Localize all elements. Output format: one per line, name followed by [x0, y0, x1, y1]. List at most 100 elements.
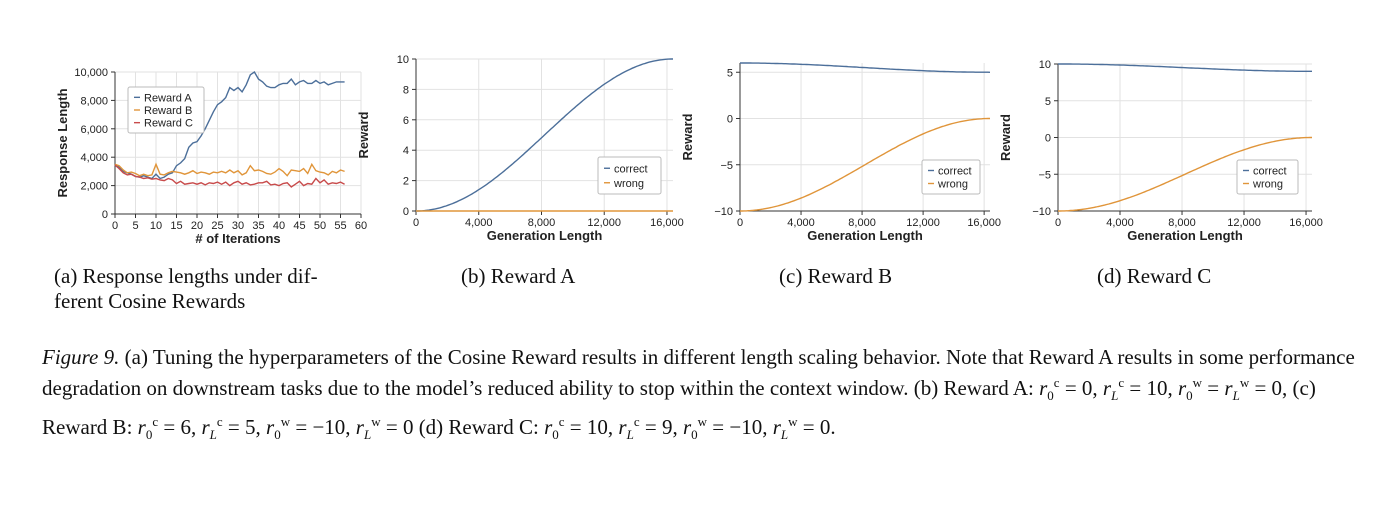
x-tick-label: 16,000 — [650, 217, 684, 229]
y-axis-title: Reward — [356, 111, 371, 158]
chart-panel-3: 0 4,000 8,000 12,000 16,000 −10 −5 0 5 Generation… — [680, 62, 1001, 243]
chart-panel-1: 0 5 10 15 20 25 30 35 40 45 50 55 60 0 2,000 4,000 6,000… — [55, 67, 367, 246]
series-line-correct — [740, 62, 991, 73]
x-tick-label: 10 — [150, 220, 162, 232]
y-tick-label: 8,000 — [80, 95, 108, 107]
y-tick-label: 5 — [727, 67, 733, 79]
series-line-wrong — [1058, 136, 1312, 212]
caption-b-rwL: 0 — [402, 415, 414, 440]
caption-a-rw: 0 — [1271, 376, 1283, 400]
y-tick-label: 2,000 — [80, 181, 108, 193]
chart-panel-2: 0 4,000 8,000 12,000 16,000 0 2 4 6 8 10 Generation… — [356, 54, 684, 243]
caption-b-rw0: −10 — [312, 415, 346, 440]
y-tick-label: −5 — [1038, 169, 1051, 181]
caption-lead: Figure 9. — [42, 345, 120, 369]
x-axis-title: Generation Length — [1127, 228, 1243, 243]
legend-box — [921, 159, 981, 195]
series-line-correct — [1058, 63, 1312, 72]
series-line-reward-a — [114, 70, 345, 180]
y-tick-label: 4 — [403, 145, 409, 157]
series-line-reward-c — [114, 164, 345, 188]
x-tick-label: 55 — [334, 220, 346, 232]
y-tick-label: 6,000 — [80, 124, 108, 136]
chart-panel-4: 0 4,000 8,000 12,000 16,000 −10 −5 0 5 10 Generati… — [998, 59, 1323, 243]
caption-c-rcL: 9 — [661, 415, 673, 440]
subcaption-c: (c) Reward B — [779, 264, 893, 288]
x-tick-label: 12,000 — [587, 217, 621, 229]
legend-label: correct — [1253, 166, 1287, 178]
x-tick-label: 5 — [132, 220, 138, 232]
x-tick-label: 45 — [293, 220, 305, 232]
x-axis-title: # of Iterations — [195, 231, 280, 246]
legend-box — [597, 156, 662, 195]
legend-label: wrong — [937, 179, 968, 191]
x-tick-label: 4,000 — [787, 217, 815, 229]
y-tick-label: −10 — [1032, 206, 1051, 218]
y-tick-label: 6 — [403, 115, 409, 127]
legend-label: correct — [938, 166, 972, 178]
caption-c-rc0: 10 — [586, 415, 608, 440]
caption-b-rc0: 6 — [180, 415, 191, 440]
caption-a-rc0: 0 — [1081, 376, 1093, 400]
x-tick-label: 40 — [273, 220, 285, 232]
caption-text-3: (d) Reward C: — [418, 415, 539, 440]
caption-c-rw0: −10 — [729, 415, 763, 440]
subcaption-b: (b) Reward A — [461, 264, 576, 288]
x-tick-label: 16,000 — [967, 217, 1001, 229]
caption-text-2: (c) Reward B: — [42, 376, 1316, 440]
y-tick-label: 0 — [102, 209, 108, 221]
x-tick-label: 8,000 — [1168, 217, 1196, 229]
x-tick-label: 8,000 — [848, 217, 876, 229]
figure-caption: Figure 9. (a) Tuning the hyperparameters… — [42, 345, 1355, 443]
x-tick-label: 0 — [413, 217, 419, 229]
series-line-correct — [416, 58, 673, 212]
y-axis-title: Response Length — [55, 88, 70, 197]
x-tick-label: 4,000 — [465, 217, 493, 229]
y-tick-label: −5 — [720, 160, 733, 172]
x-tick-label: 15 — [170, 220, 182, 232]
y-axis-title: Reward — [998, 114, 1013, 161]
legend-label: wrong — [613, 178, 644, 190]
legend-label: Reward B — [144, 105, 192, 117]
legend-label: wrong — [1252, 179, 1283, 191]
caption-c-rwL: 0. — [819, 415, 836, 440]
y-tick-label: 4,000 — [80, 152, 108, 164]
caption-text-1: (a) Tuning the hyperparameters of the Co… — [42, 345, 1355, 400]
subcaption-d: (d) Reward C — [1097, 264, 1212, 288]
x-tick-label: 12,000 — [1227, 217, 1261, 229]
figure-charts: 0 5 10 15 20 25 30 35 40 45 50 55 6002,0004,0006,000… — [55, 54, 1323, 246]
y-tick-label: 10 — [1039, 59, 1051, 71]
x-tick-label: 0 — [1055, 217, 1061, 229]
x-axis-title: Generation Length — [487, 228, 603, 243]
caption-a-rcL: 10 — [1146, 376, 1168, 400]
y-tick-label: 0 — [727, 114, 733, 126]
caption-b-rcL: 5 — [245, 415, 256, 440]
y-tick-label: 2 — [403, 176, 409, 188]
subcaption-a: (a) Response lengths under dif- ferent C… — [54, 264, 318, 314]
x-tick-label: 25 — [211, 220, 223, 232]
subcaption-a-line1: (a) Response lengths under dif- — [54, 264, 318, 288]
legend-box — [127, 86, 205, 134]
x-tick-label: 0 — [737, 217, 743, 229]
x-tick-label: 20 — [191, 220, 203, 232]
x-axis-title: Generation Length — [807, 228, 923, 243]
series-line-wrong — [740, 117, 990, 212]
x-tick-label: 50 — [314, 220, 326, 232]
y-tick-label: 10 — [397, 54, 409, 66]
y-tick-label: 0 — [403, 206, 409, 218]
x-tick-label: 0 — [112, 220, 118, 232]
x-tick-label: 8,000 — [528, 217, 556, 229]
x-tick-label: 60 — [355, 220, 367, 232]
y-tick-label: 8 — [403, 84, 409, 96]
legend-box — [1236, 159, 1299, 195]
subcaption-a-line2: ferent Cosine Rewards — [54, 289, 246, 313]
series-line-reward-b — [114, 162, 345, 177]
y-tick-label: 5 — [1045, 96, 1051, 108]
y-axis-title: Reward — [680, 113, 695, 160]
y-tick-label: 0 — [1045, 133, 1051, 145]
x-tick-label: 35 — [252, 220, 264, 232]
x-tick-label: 4,000 — [1106, 217, 1134, 229]
